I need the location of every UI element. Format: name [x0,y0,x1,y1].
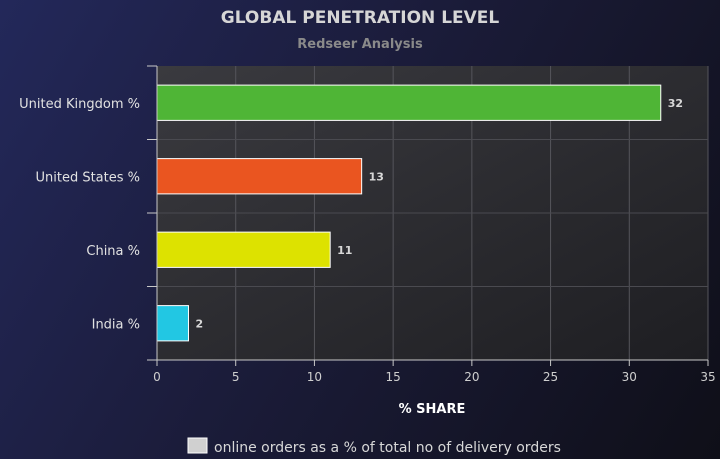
chart-subtitle: Redseer Analysis [297,37,423,52]
category-label: United Kingdom % [19,97,140,112]
data-label: 11 [337,244,352,257]
x-tick-label: 5 [232,370,240,384]
bar-united-kingdom[interactable] [156,84,662,121]
x-axis-title: % SHARE [399,402,466,417]
legend[interactable]: online orders as a % of total no of deli… [187,437,561,456]
category-label: United States % [35,170,140,185]
bars: 32 13 11 2 [156,84,683,342]
x-tick-label: 30 [622,370,637,384]
x-tick-label: 20 [464,370,479,384]
bar-china[interactable] [156,231,331,268]
data-label: 13 [369,170,384,183]
x-tick-label: 15 [386,370,401,384]
data-label: 32 [668,97,683,110]
category-label: China % [86,244,140,259]
category-label: India % [92,317,140,332]
x-tick-label: 10 [307,370,322,384]
data-label: 2 [195,317,203,330]
bar-united-states[interactable] [156,158,363,195]
x-tick-label: 0 [153,370,161,384]
chart-title: GLOBAL PENETRATION LEVEL [221,8,500,28]
legend-swatch[interactable] [187,437,208,454]
axes: 0 5 10 15 20 25 30 35 United Kingdom % United Sta… [19,65,716,384]
x-tick-label: 35 [700,370,715,384]
bar-india[interactable] [156,305,189,342]
legend-label[interactable]: online orders as a % of total no of deli… [214,440,561,456]
x-tick-label: 25 [543,370,558,384]
